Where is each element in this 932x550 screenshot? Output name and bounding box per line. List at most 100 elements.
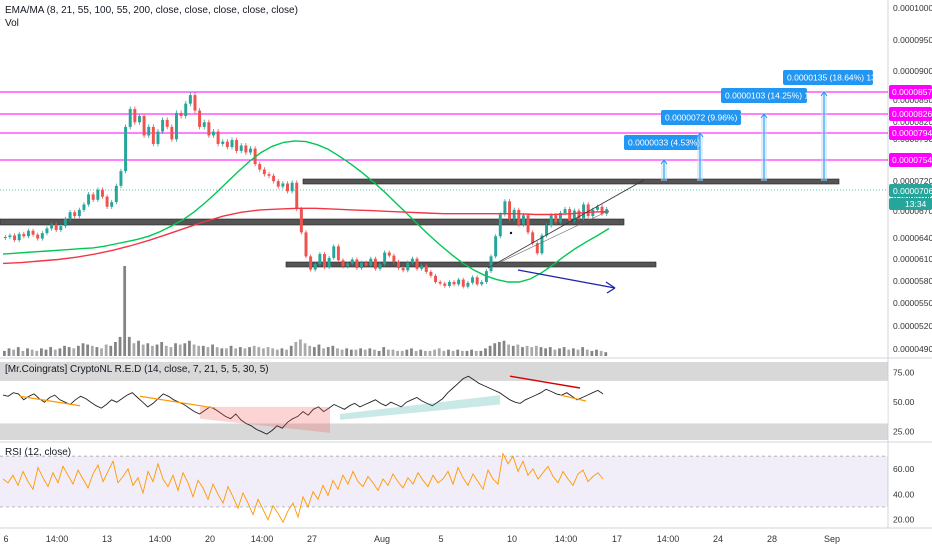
volume-bar [317, 344, 321, 356]
volume-bar [521, 347, 524, 356]
candle-body [114, 185, 118, 203]
candle-body [290, 182, 294, 192]
volume-bar [12, 349, 16, 356]
candle-body [281, 183, 285, 187]
volume-bar [423, 350, 427, 356]
candle-body [299, 209, 303, 233]
volume-bar [183, 343, 187, 356]
support-zone-mid [0, 218, 625, 226]
candle-body [13, 235, 17, 241]
candle-body [225, 141, 229, 148]
candle-body [475, 277, 479, 285]
candle-body [336, 246, 340, 261]
candle-body [179, 112, 183, 117]
candle-body [457, 279, 461, 285]
volume-bar [414, 350, 418, 356]
legend-volume[interactable]: Vol [5, 18, 19, 29]
volume-bar [197, 345, 201, 356]
candle-body [498, 214, 502, 237]
trend-line-inner [487, 211, 607, 269]
volume-bar [544, 348, 548, 356]
time-axis-tick-label: 28 [767, 534, 777, 544]
volume-bar [345, 348, 349, 356]
candle-body [318, 254, 322, 265]
candle-body [128, 109, 132, 127]
candle-body [124, 126, 128, 172]
volume-bar [229, 345, 233, 356]
legend-rsi[interactable]: RSI (12, close) [5, 447, 72, 458]
volume-bar [488, 345, 492, 356]
volume-bar [155, 344, 159, 356]
target-arrowhead [660, 159, 668, 165]
countdown-box [889, 198, 932, 210]
volume-bar [252, 345, 256, 356]
candle-body [443, 283, 447, 286]
target-label-box [783, 70, 873, 85]
rsi-line [2, 452, 604, 524]
volume-bar [516, 344, 520, 356]
overbought-zone [0, 362, 888, 381]
legend-ema-ma[interactable]: EMA/MA (8, 21, 55, 100, 55, 200, close, … [5, 5, 298, 16]
time-axis-tick-label: 14:00 [149, 534, 172, 544]
time-axis-tick-label: 6 [3, 534, 8, 544]
candle-body [91, 194, 95, 200]
volume-bar [590, 350, 594, 356]
candle-body [207, 122, 211, 136]
target-label: 0.0000103 (14.25%) 103 [725, 91, 819, 101]
volume-bar [35, 350, 39, 356]
candle-body [410, 258, 414, 263]
candle-body [276, 181, 280, 187]
volume-bar [280, 348, 284, 356]
time-axis-tick-label: 14:00 [46, 534, 69, 544]
candle-body [323, 254, 326, 268]
volume-bar [331, 345, 335, 356]
candle-body [420, 265, 424, 269]
volume-bar [266, 347, 270, 356]
candle-body [184, 103, 188, 117]
candle-body [341, 260, 345, 267]
candle-body [304, 232, 308, 257]
volume-bar [479, 350, 483, 356]
volume-bar [248, 347, 251, 356]
volume-bar [132, 343, 136, 356]
volume-bar [386, 349, 390, 356]
legend-red-indicator[interactable]: [Mr.Coingrats] CryptoNL R.E.D (14, close… [5, 364, 269, 375]
volume-bar [451, 350, 455, 356]
volume-bar [188, 340, 191, 356]
volume-bar [576, 349, 580, 356]
candle-body [50, 224, 54, 229]
volume-bar [118, 336, 122, 356]
volume-bar [581, 347, 585, 356]
volume-bar [104, 344, 108, 356]
candle-body [119, 171, 123, 186]
candle-body [424, 265, 428, 272]
volume-bar [400, 350, 404, 356]
volume-bar [548, 347, 552, 356]
ema-line [2, 140, 610, 283]
volume-bar [539, 347, 543, 356]
projection-arrowhead [605, 281, 616, 294]
volume-bar [405, 349, 409, 356]
candle-body [600, 206, 604, 214]
candle-body [82, 204, 86, 210]
price-axis-tick-label: 0.0000670 [893, 206, 932, 216]
target-label: 0.0000072 (9.96%) 72 [665, 113, 749, 123]
candle-body [174, 112, 178, 140]
candle-body [355, 259, 359, 269]
candle-body [26, 230, 30, 237]
volume-bar [271, 348, 275, 356]
volume-bar [243, 348, 247, 356]
volume-bar [595, 349, 598, 356]
price-axis-tick-label: 0.0000550 [893, 298, 932, 308]
candle-body [31, 230, 35, 235]
volume-bar [456, 349, 460, 356]
volume-bar [257, 347, 261, 356]
candle-body [364, 262, 368, 266]
volume-bar [493, 343, 497, 356]
volume-bar [308, 345, 312, 356]
candle-body [156, 131, 160, 144]
candle-body [489, 256, 493, 272]
target-label: 0.0000135 (18.64%) 135 [787, 73, 881, 83]
volume-bar [460, 350, 464, 356]
